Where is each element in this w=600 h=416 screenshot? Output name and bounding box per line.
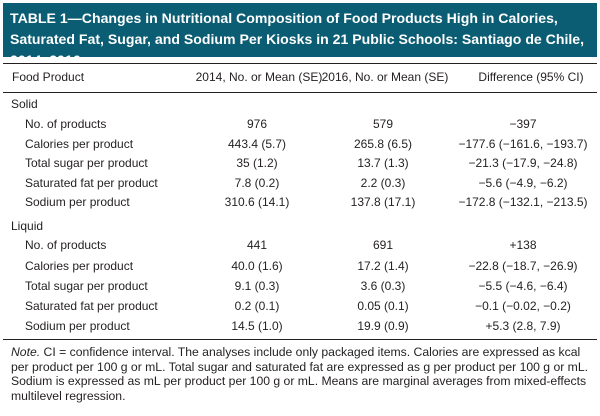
value-2016: 13.7 (1.3) <box>357 156 409 170</box>
value-2014: 14.5 (1.0) <box>231 319 283 333</box>
row-label: No. of products <box>25 117 107 131</box>
value-2016: 17.2 (1.4) <box>357 259 409 273</box>
value-2016: 3.6 (0.3) <box>360 279 406 293</box>
section-heading-solid: Solid <box>11 97 38 111</box>
value-2014: 441 <box>246 238 268 252</box>
value-difference: −21.3 (−17.9, −24.8) <box>468 156 578 170</box>
value-difference: −5.6 (−4.9, −6.2) <box>478 175 568 190</box>
value-2016: 19.9 (0.9) <box>357 319 409 333</box>
bottom-rule <box>3 339 597 340</box>
row-label: Sodium per product <box>25 195 130 209</box>
value-2014: 35 (1.2) <box>236 156 278 170</box>
value-2016: 691 <box>372 238 394 252</box>
column-header-food: Food Product <box>12 70 85 84</box>
value-difference: −22.8 (−18.7, −26.9) <box>468 259 578 273</box>
value-2014: 9.1 (0.3) <box>234 279 280 293</box>
header-rule <box>3 92 597 93</box>
value-2014: 976 <box>246 117 268 131</box>
row-label: Calories per product <box>25 136 134 151</box>
value-2014: 40.0 (1.6) <box>231 259 283 273</box>
row-label: Calories per product <box>25 259 134 273</box>
top-rule <box>3 63 597 64</box>
value-difference: +5.3 (2.8, 7.9) <box>485 319 561 333</box>
note-text: CI = confidence interval. The analyses i… <box>11 345 588 403</box>
row-label: Total sugar per product <box>25 279 148 293</box>
value-2016: 137.8 (17.1) <box>350 195 416 209</box>
row-label: Saturated fat per product <box>25 175 158 190</box>
value-2014: 7.8 (0.2) <box>234 175 280 190</box>
value-2016: 2.2 (0.3) <box>360 175 406 190</box>
value-difference: −5.5 (−4.6, −6.4) <box>478 279 568 293</box>
row-label: Sodium per product <box>25 319 130 333</box>
row-label: Total sugar per product <box>25 156 148 170</box>
value-difference: −0.1 (−0.02, −0.2) <box>475 299 571 313</box>
column-header-row: Food Product 2014, No. or Mean (SE) 2016… <box>0 69 600 89</box>
table-note: Note. CI = confidence interval. The anal… <box>11 345 593 403</box>
value-2014: 443.4 (5.7) <box>227 136 287 151</box>
value-2016: 0.05 (0.1) <box>357 299 409 313</box>
value-2016: 579 <box>372 117 394 131</box>
row-label: No. of products <box>25 238 107 252</box>
value-difference: −177.6 (−161.6, −193.7) <box>458 136 588 151</box>
note-label: Note. <box>11 345 41 359</box>
value-difference: −397 <box>509 117 537 131</box>
section-heading-liquid: Liquid <box>11 219 44 233</box>
column-header-2016: 2016, No. or Mean (SE) <box>321 70 449 84</box>
value-difference: +138 <box>509 238 537 252</box>
value-2016: 265.8 (6.5) <box>353 136 413 151</box>
table-title: TABLE 1—Changes in Nutritional Compositi… <box>3 3 597 68</box>
value-2014: 0.2 (0.1) <box>234 299 280 313</box>
column-header-2014: 2014, No. or Mean (SE) <box>195 70 323 84</box>
value-2014: 310.6 (14.1) <box>224 195 290 209</box>
column-header-difference: Difference (95% CI) <box>478 70 584 84</box>
value-difference: −172.8 (−132.1, −213.5) <box>458 195 588 209</box>
row-label: Saturated fat per product <box>25 299 158 313</box>
